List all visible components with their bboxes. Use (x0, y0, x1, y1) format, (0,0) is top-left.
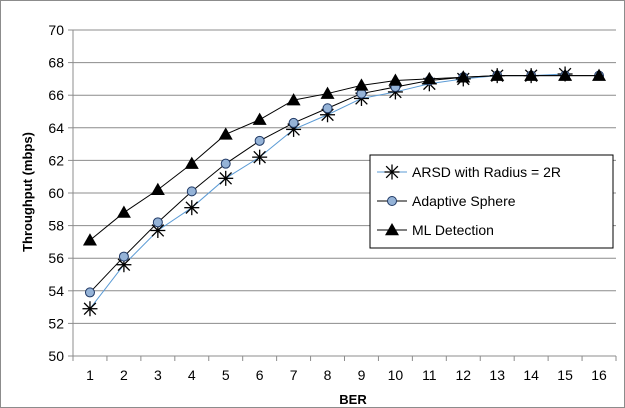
legend-label: ML Detection (412, 222, 494, 238)
x-tick-label: 13 (489, 367, 505, 383)
y-tick-label: 52 (48, 315, 64, 331)
data-point (388, 73, 403, 86)
data-point (184, 200, 200, 216)
y-tick-label: 60 (48, 185, 64, 201)
legend-item: Adaptive Sphere (377, 193, 516, 209)
x-tick-label: 6 (256, 367, 264, 383)
data-point (322, 103, 333, 114)
y-tick-label: 62 (48, 152, 64, 168)
legend: ARSD with Radius = 2R Adaptive Sphere ML D… (369, 154, 614, 249)
y-tick-label: 64 (48, 120, 64, 136)
data-point (84, 287, 95, 298)
x-tick-label: 3 (154, 367, 162, 383)
y-tick-label: 58 (48, 218, 64, 234)
data-point (592, 68, 607, 81)
data-point (320, 86, 335, 99)
y-tick-label: 56 (48, 250, 64, 266)
x-tick-label: 8 (324, 367, 332, 383)
x-axis-title: BER (339, 392, 367, 407)
data-point (218, 170, 234, 186)
x-tick-label: 9 (358, 367, 366, 383)
x-tick-label: 12 (455, 367, 471, 383)
legend-label: ARSD with Radius = 2R (412, 164, 561, 180)
legend-label: Adaptive Sphere (412, 193, 516, 209)
y-tick-label: 70 (48, 22, 64, 38)
y-tick-label: 54 (48, 283, 64, 299)
data-point (558, 68, 573, 81)
x-tick-label: 2 (120, 367, 128, 383)
data-point (490, 68, 505, 81)
data-point (150, 182, 165, 195)
data-point (82, 301, 98, 317)
x-tick-label: 1 (86, 367, 94, 383)
data-point (220, 158, 231, 169)
data-point (288, 117, 299, 128)
legend-box (369, 154, 614, 249)
data-point (286, 93, 301, 106)
data-point (118, 251, 129, 262)
legend-item: ML Detection (377, 222, 494, 238)
data-point (218, 127, 233, 140)
data-point (252, 112, 267, 125)
x-tick-label: 16 (591, 367, 607, 383)
data-point (456, 70, 471, 83)
legend-marker (387, 196, 397, 206)
x-tick-label: 14 (523, 367, 539, 383)
x-tick-label: 10 (388, 367, 404, 383)
y-tick-label: 66 (48, 87, 64, 103)
x-tick-label: 7 (290, 367, 298, 383)
legend-marker (384, 164, 400, 180)
data-point (186, 186, 197, 197)
data-point (252, 149, 268, 165)
legend-item: ARSD with Radius = 2R (377, 164, 561, 180)
y-axis-title: Throughput (mbps) (20, 132, 35, 252)
y-tick-label: 68 (48, 55, 64, 71)
x-tick-label: 15 (557, 367, 573, 383)
series-3 (82, 68, 607, 246)
data-point (524, 68, 539, 81)
x-tick-label: 5 (222, 367, 230, 383)
series-line (89, 75, 600, 241)
data-point (254, 135, 265, 146)
data-point (354, 78, 369, 91)
data-point (82, 233, 97, 246)
y-tick-label: 50 (48, 348, 64, 364)
data-point (422, 71, 437, 85)
x-tick-label: 4 (188, 367, 196, 383)
x-tick-label: 11 (422, 367, 437, 383)
data-point (184, 156, 199, 169)
data-point (152, 217, 163, 228)
legend-marker (385, 223, 399, 236)
data-point (116, 205, 131, 218)
